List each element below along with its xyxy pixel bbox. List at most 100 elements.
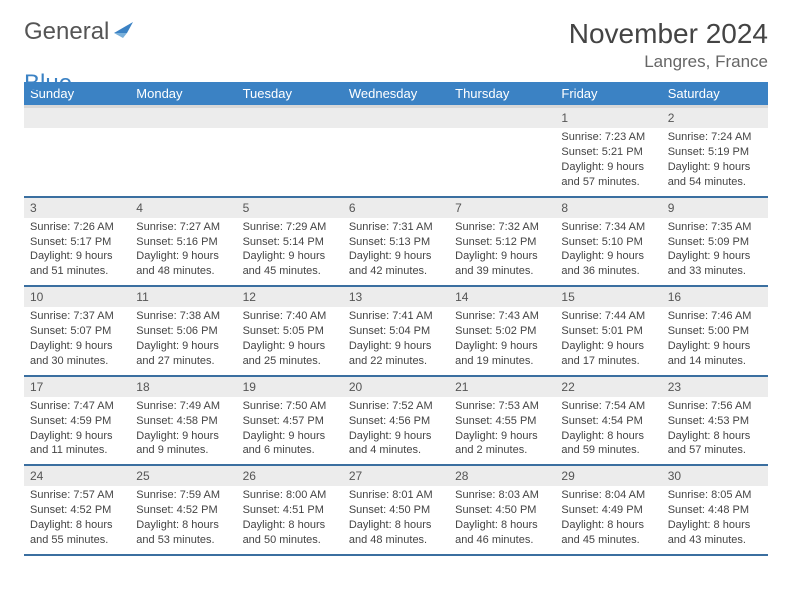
day-number: 21	[449, 377, 555, 397]
day-number: 28	[449, 466, 555, 486]
daylight-text: Daylight: 9 hours and 30 minutes.	[30, 339, 124, 369]
sunset-text: Sunset: 4:50 PM	[349, 503, 443, 518]
sunrise-text: Sunrise: 7:27 AM	[136, 220, 230, 235]
calendar-day-cell: 13Sunrise: 7:41 AMSunset: 5:04 PMDayligh…	[343, 286, 449, 376]
daylight-text: Daylight: 9 hours and 42 minutes.	[349, 249, 443, 279]
day-content: Sunrise: 8:04 AMSunset: 4:49 PMDaylight:…	[555, 486, 661, 553]
day-content: Sunrise: 7:34 AMSunset: 5:10 PMDaylight:…	[555, 218, 661, 285]
day-number: 12	[237, 287, 343, 307]
day-number: 14	[449, 287, 555, 307]
day-content: Sunrise: 7:59 AMSunset: 4:52 PMDaylight:…	[130, 486, 236, 553]
sunrise-text: Sunrise: 7:38 AM	[136, 309, 230, 324]
day-number: 15	[555, 287, 661, 307]
sunrise-text: Sunrise: 8:05 AM	[668, 488, 762, 503]
day-content: Sunrise: 7:43 AMSunset: 5:02 PMDaylight:…	[449, 307, 555, 374]
calendar-day-cell: 1Sunrise: 7:23 AMSunset: 5:21 PMDaylight…	[555, 107, 661, 197]
sunset-text: Sunset: 5:16 PM	[136, 235, 230, 250]
logo-text-general: General	[24, 18, 109, 46]
day-content: Sunrise: 7:57 AMSunset: 4:52 PMDaylight:…	[24, 486, 130, 553]
daylight-text: Daylight: 9 hours and 11 minutes.	[30, 429, 124, 459]
day-content: Sunrise: 7:44 AMSunset: 5:01 PMDaylight:…	[555, 307, 661, 374]
daylight-text: Daylight: 8 hours and 55 minutes.	[30, 518, 124, 548]
daylight-text: Daylight: 9 hours and 36 minutes.	[561, 249, 655, 279]
sunrise-text: Sunrise: 7:56 AM	[668, 399, 762, 414]
calendar-day-cell: 12Sunrise: 7:40 AMSunset: 5:05 PMDayligh…	[237, 286, 343, 376]
day-content: Sunrise: 7:37 AMSunset: 5:07 PMDaylight:…	[24, 307, 130, 374]
daylight-text: Daylight: 9 hours and 27 minutes.	[136, 339, 230, 369]
sunrise-text: Sunrise: 7:35 AM	[668, 220, 762, 235]
sunrise-text: Sunrise: 7:52 AM	[349, 399, 443, 414]
day-number: 20	[343, 377, 449, 397]
calendar-day-cell	[449, 107, 555, 197]
day-number: 4	[130, 198, 236, 218]
day-number: 17	[24, 377, 130, 397]
sunrise-text: Sunrise: 7:40 AM	[243, 309, 337, 324]
daylight-text: Daylight: 9 hours and 9 minutes.	[136, 429, 230, 459]
daylight-text: Daylight: 8 hours and 43 minutes.	[668, 518, 762, 548]
day-number: 22	[555, 377, 661, 397]
weekday-header: Thursday	[449, 82, 555, 107]
calendar-day-cell: 26Sunrise: 8:00 AMSunset: 4:51 PMDayligh…	[237, 465, 343, 555]
day-content: Sunrise: 8:00 AMSunset: 4:51 PMDaylight:…	[237, 486, 343, 553]
calendar-day-cell: 11Sunrise: 7:38 AMSunset: 5:06 PMDayligh…	[130, 286, 236, 376]
sunset-text: Sunset: 4:52 PM	[30, 503, 124, 518]
day-content-empty	[24, 128, 130, 186]
calendar-row: 17Sunrise: 7:47 AMSunset: 4:59 PMDayligh…	[24, 376, 768, 466]
daylight-text: Daylight: 9 hours and 33 minutes.	[668, 249, 762, 279]
daylight-text: Daylight: 9 hours and 17 minutes.	[561, 339, 655, 369]
daylight-text: Daylight: 9 hours and 4 minutes.	[349, 429, 443, 459]
sunset-text: Sunset: 4:50 PM	[455, 503, 549, 518]
calendar-row: 1Sunrise: 7:23 AMSunset: 5:21 PMDaylight…	[24, 107, 768, 197]
sunset-text: Sunset: 4:49 PM	[561, 503, 655, 518]
day-number: 10	[24, 287, 130, 307]
sunset-text: Sunset: 5:13 PM	[349, 235, 443, 250]
day-number: 7	[449, 198, 555, 218]
daylight-text: Daylight: 9 hours and 25 minutes.	[243, 339, 337, 369]
day-content-empty	[343, 128, 449, 186]
calendar-day-cell: 21Sunrise: 7:53 AMSunset: 4:55 PMDayligh…	[449, 376, 555, 466]
daylight-text: Daylight: 9 hours and 48 minutes.	[136, 249, 230, 279]
sunset-text: Sunset: 4:54 PM	[561, 414, 655, 429]
sunrise-text: Sunrise: 7:26 AM	[30, 220, 124, 235]
day-content: Sunrise: 7:29 AMSunset: 5:14 PMDaylight:…	[237, 218, 343, 285]
sunset-text: Sunset: 4:56 PM	[349, 414, 443, 429]
day-number: 16	[662, 287, 768, 307]
sunrise-text: Sunrise: 7:32 AM	[455, 220, 549, 235]
sunset-text: Sunset: 4:59 PM	[30, 414, 124, 429]
calendar-day-cell: 7Sunrise: 7:32 AMSunset: 5:12 PMDaylight…	[449, 197, 555, 287]
sunset-text: Sunset: 4:55 PM	[455, 414, 549, 429]
day-content-empty	[130, 128, 236, 186]
sunrise-text: Sunrise: 7:29 AM	[243, 220, 337, 235]
day-content: Sunrise: 7:32 AMSunset: 5:12 PMDaylight:…	[449, 218, 555, 285]
sunset-text: Sunset: 5:12 PM	[455, 235, 549, 250]
calendar-day-cell	[343, 107, 449, 197]
header: General November 2024 Langres, France	[24, 18, 768, 72]
calendar-day-cell: 10Sunrise: 7:37 AMSunset: 5:07 PMDayligh…	[24, 286, 130, 376]
daylight-text: Daylight: 8 hours and 45 minutes.	[561, 518, 655, 548]
day-content: Sunrise: 7:46 AMSunset: 5:00 PMDaylight:…	[662, 307, 768, 374]
sunset-text: Sunset: 5:00 PM	[668, 324, 762, 339]
daylight-text: Daylight: 9 hours and 22 minutes.	[349, 339, 443, 369]
location: Langres, France	[569, 52, 768, 72]
sunrise-text: Sunrise: 7:31 AM	[349, 220, 443, 235]
calendar-day-cell: 3Sunrise: 7:26 AMSunset: 5:17 PMDaylight…	[24, 197, 130, 287]
calendar-day-cell: 24Sunrise: 7:57 AMSunset: 4:52 PMDayligh…	[24, 465, 130, 555]
calendar-body: 1Sunrise: 7:23 AMSunset: 5:21 PMDaylight…	[24, 107, 768, 555]
sunset-text: Sunset: 5:02 PM	[455, 324, 549, 339]
calendar-day-cell: 15Sunrise: 7:44 AMSunset: 5:01 PMDayligh…	[555, 286, 661, 376]
day-number-empty	[343, 108, 449, 128]
day-content-empty	[449, 128, 555, 186]
day-content: Sunrise: 7:49 AMSunset: 4:58 PMDaylight:…	[130, 397, 236, 464]
daylight-text: Daylight: 8 hours and 48 minutes.	[349, 518, 443, 548]
day-number: 19	[237, 377, 343, 397]
sunrise-text: Sunrise: 7:54 AM	[561, 399, 655, 414]
weekday-header: Monday	[130, 82, 236, 107]
day-content: Sunrise: 7:41 AMSunset: 5:04 PMDaylight:…	[343, 307, 449, 374]
sunrise-text: Sunrise: 8:00 AM	[243, 488, 337, 503]
day-content: Sunrise: 7:38 AMSunset: 5:06 PMDaylight:…	[130, 307, 236, 374]
sunset-text: Sunset: 4:52 PM	[136, 503, 230, 518]
weekday-header: Tuesday	[237, 82, 343, 107]
calendar-day-cell: 9Sunrise: 7:35 AMSunset: 5:09 PMDaylight…	[662, 197, 768, 287]
day-content: Sunrise: 7:26 AMSunset: 5:17 PMDaylight:…	[24, 218, 130, 285]
sunset-text: Sunset: 5:10 PM	[561, 235, 655, 250]
